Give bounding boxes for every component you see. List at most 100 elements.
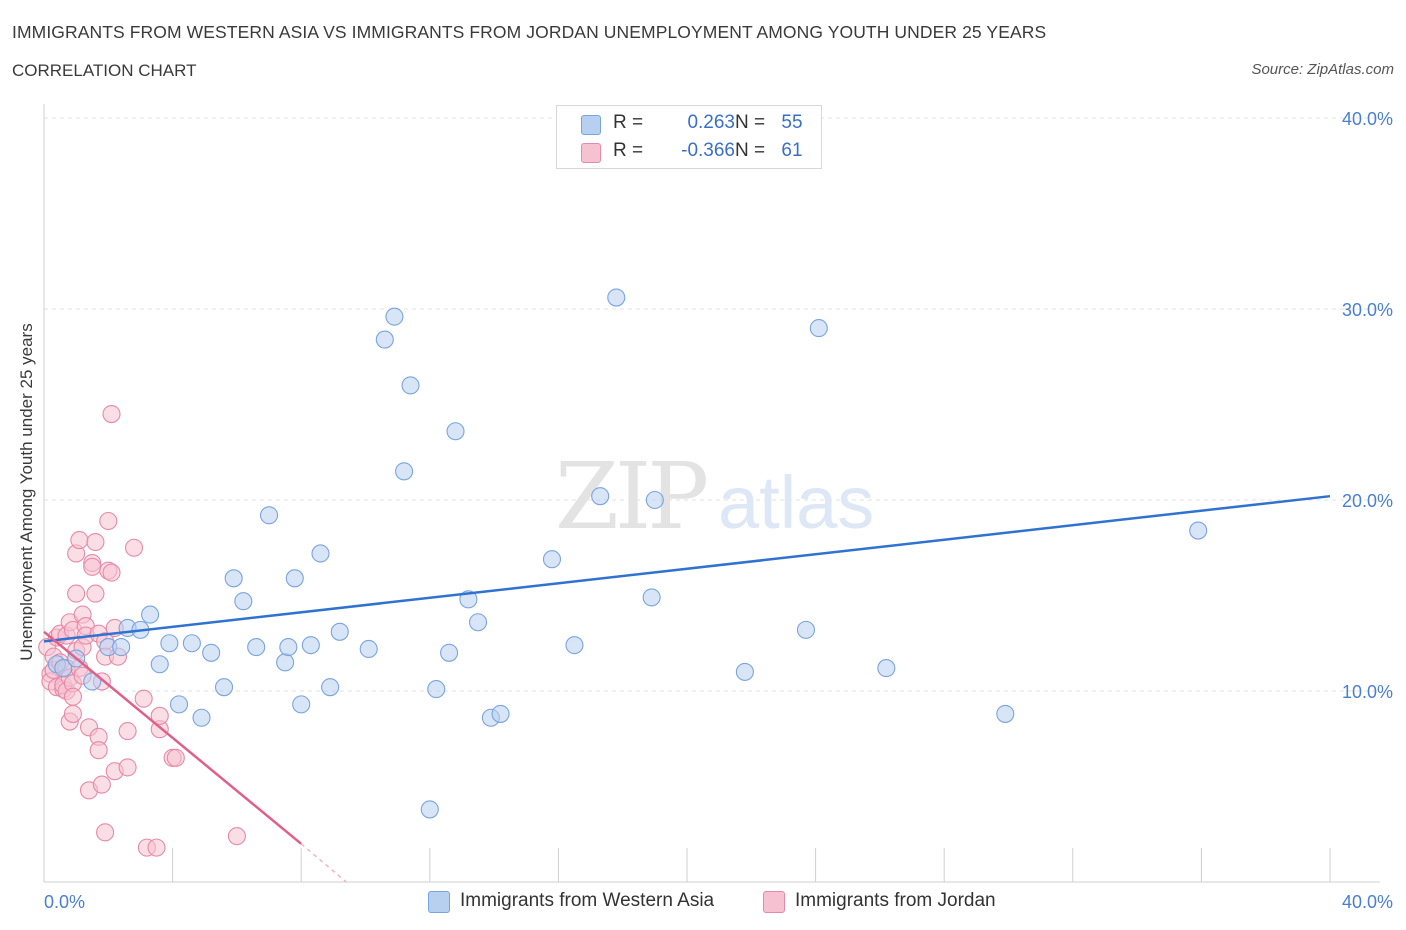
western-asia-point xyxy=(642,588,661,607)
jordan-point xyxy=(70,531,89,550)
western-asia-point xyxy=(996,704,1015,723)
legend-r-label: R = xyxy=(613,140,644,161)
western-asia-point xyxy=(359,639,378,659)
legend-n-value: 55 xyxy=(781,112,803,133)
western-asia-point xyxy=(182,634,201,653)
jordan-point xyxy=(86,532,105,552)
y-tick-label: 10.0% xyxy=(1342,682,1393,702)
western-asia-point xyxy=(285,569,304,588)
jordan-trend-line xyxy=(43,630,302,845)
bottom-legend-swatch-pink xyxy=(763,891,785,913)
western-asia-point xyxy=(385,307,404,326)
watermark-atlas: atlas xyxy=(718,461,874,544)
chart-title: IMMIGRANTS FROM WESTERN ASIA VS IMMIGRAN… xyxy=(12,22,1047,42)
watermark: ZIP atlas xyxy=(555,443,874,550)
western-asia-point xyxy=(542,550,562,569)
western-asia-point xyxy=(160,634,179,653)
jordan-point xyxy=(99,511,118,531)
western-asia-point xyxy=(330,622,349,641)
jordan-point xyxy=(150,706,169,725)
western-asia-point xyxy=(375,330,394,349)
western-asia-point xyxy=(247,638,266,657)
jordan-point xyxy=(134,689,153,708)
western-asia-point xyxy=(276,653,295,672)
western-asia-point xyxy=(321,678,340,697)
legend-n-value: 61 xyxy=(781,140,803,161)
western-asia-point xyxy=(420,800,439,819)
western-asia-point xyxy=(224,569,243,588)
western-asia-point xyxy=(796,620,816,639)
legend-r-label: R = xyxy=(613,112,644,133)
y-tick-label: 30.0% xyxy=(1342,300,1393,320)
western-asia-point xyxy=(395,462,414,481)
bottom-legend-label: Immigrants from Western Asia xyxy=(460,890,715,911)
western-asia-point xyxy=(1189,521,1208,540)
western-asia-point xyxy=(234,592,253,611)
western-asia-point xyxy=(440,643,459,662)
western-asia-point xyxy=(645,490,664,510)
correlation-legend: R = 0.263 N = 55 R = -0.366 N = 61 xyxy=(556,105,822,169)
western-asia-point xyxy=(112,638,131,657)
x-tick-labels: 0.0% 40.0% xyxy=(44,892,1393,912)
legend-r-value: -0.366 xyxy=(681,140,735,161)
western-asia-point xyxy=(301,636,320,655)
y-axis-label: Unemployment Among Youth under 25 years xyxy=(17,323,36,660)
western-asia-points xyxy=(47,288,1208,819)
western-asia-point xyxy=(141,605,160,624)
western-asia-point xyxy=(150,655,169,674)
western-asia-point xyxy=(169,695,189,714)
jordan-point xyxy=(92,775,111,794)
jordan-point xyxy=(124,538,144,557)
western-asia-point xyxy=(607,288,626,307)
jordan-trend-extension xyxy=(300,843,347,883)
jordan-point xyxy=(102,404,121,424)
jordan-point xyxy=(96,823,115,842)
x-tick-label-min: 0.0% xyxy=(44,892,85,912)
source-credit: Source: ZipAtlas.com xyxy=(1251,61,1394,78)
legend-n-label: N = xyxy=(735,112,766,133)
jordan-point xyxy=(63,704,82,723)
western-asia-point xyxy=(311,544,330,563)
western-asia-point xyxy=(591,487,610,506)
western-asia-point xyxy=(735,662,754,681)
jordan-point xyxy=(118,722,137,741)
western-asia-trend-line xyxy=(43,494,1331,643)
jordan-point xyxy=(102,563,121,582)
western-asia-point xyxy=(214,678,234,697)
y-tick-label: 40.0% xyxy=(1342,109,1393,129)
western-asia-point xyxy=(468,613,488,632)
chart-subtitle: CORRELATION CHART xyxy=(12,61,197,80)
jordan-point xyxy=(83,557,102,576)
western-asia-point xyxy=(202,643,221,662)
western-asia-point xyxy=(192,708,211,727)
jordan-point xyxy=(89,741,108,760)
western-asia-point xyxy=(809,319,828,338)
western-asia-point xyxy=(877,659,896,678)
bottom-legend-swatch-blue xyxy=(428,891,450,913)
y-tick-labels: 10.0% 20.0% 30.0% 40.0% xyxy=(1342,109,1393,702)
western-asia-point xyxy=(427,680,446,699)
western-asia-point xyxy=(401,376,420,395)
legend-r-value: 0.263 xyxy=(687,112,735,133)
bottom-legend-label: Immigrants from Jordan xyxy=(795,890,996,911)
jordan-point xyxy=(147,838,166,857)
western-asia-point xyxy=(491,704,510,723)
western-asia-point xyxy=(446,422,465,441)
legend-swatch-pink xyxy=(581,143,601,163)
legend-n-label: N = xyxy=(735,140,766,161)
western-asia-point xyxy=(54,659,73,678)
western-asia-point xyxy=(279,638,298,657)
jordan-point xyxy=(86,584,105,603)
axes xyxy=(43,104,1380,883)
jordan-point xyxy=(67,584,86,603)
jordan-point xyxy=(63,687,82,706)
legend-swatch-blue xyxy=(581,115,601,135)
y-tick-label: 20.0% xyxy=(1342,491,1393,511)
jordan-point xyxy=(118,758,137,777)
jordan-point xyxy=(166,748,185,767)
western-asia-point xyxy=(565,636,584,655)
trend-lines xyxy=(43,494,1331,883)
western-asia-point xyxy=(259,506,279,525)
western-asia-point xyxy=(292,695,311,714)
